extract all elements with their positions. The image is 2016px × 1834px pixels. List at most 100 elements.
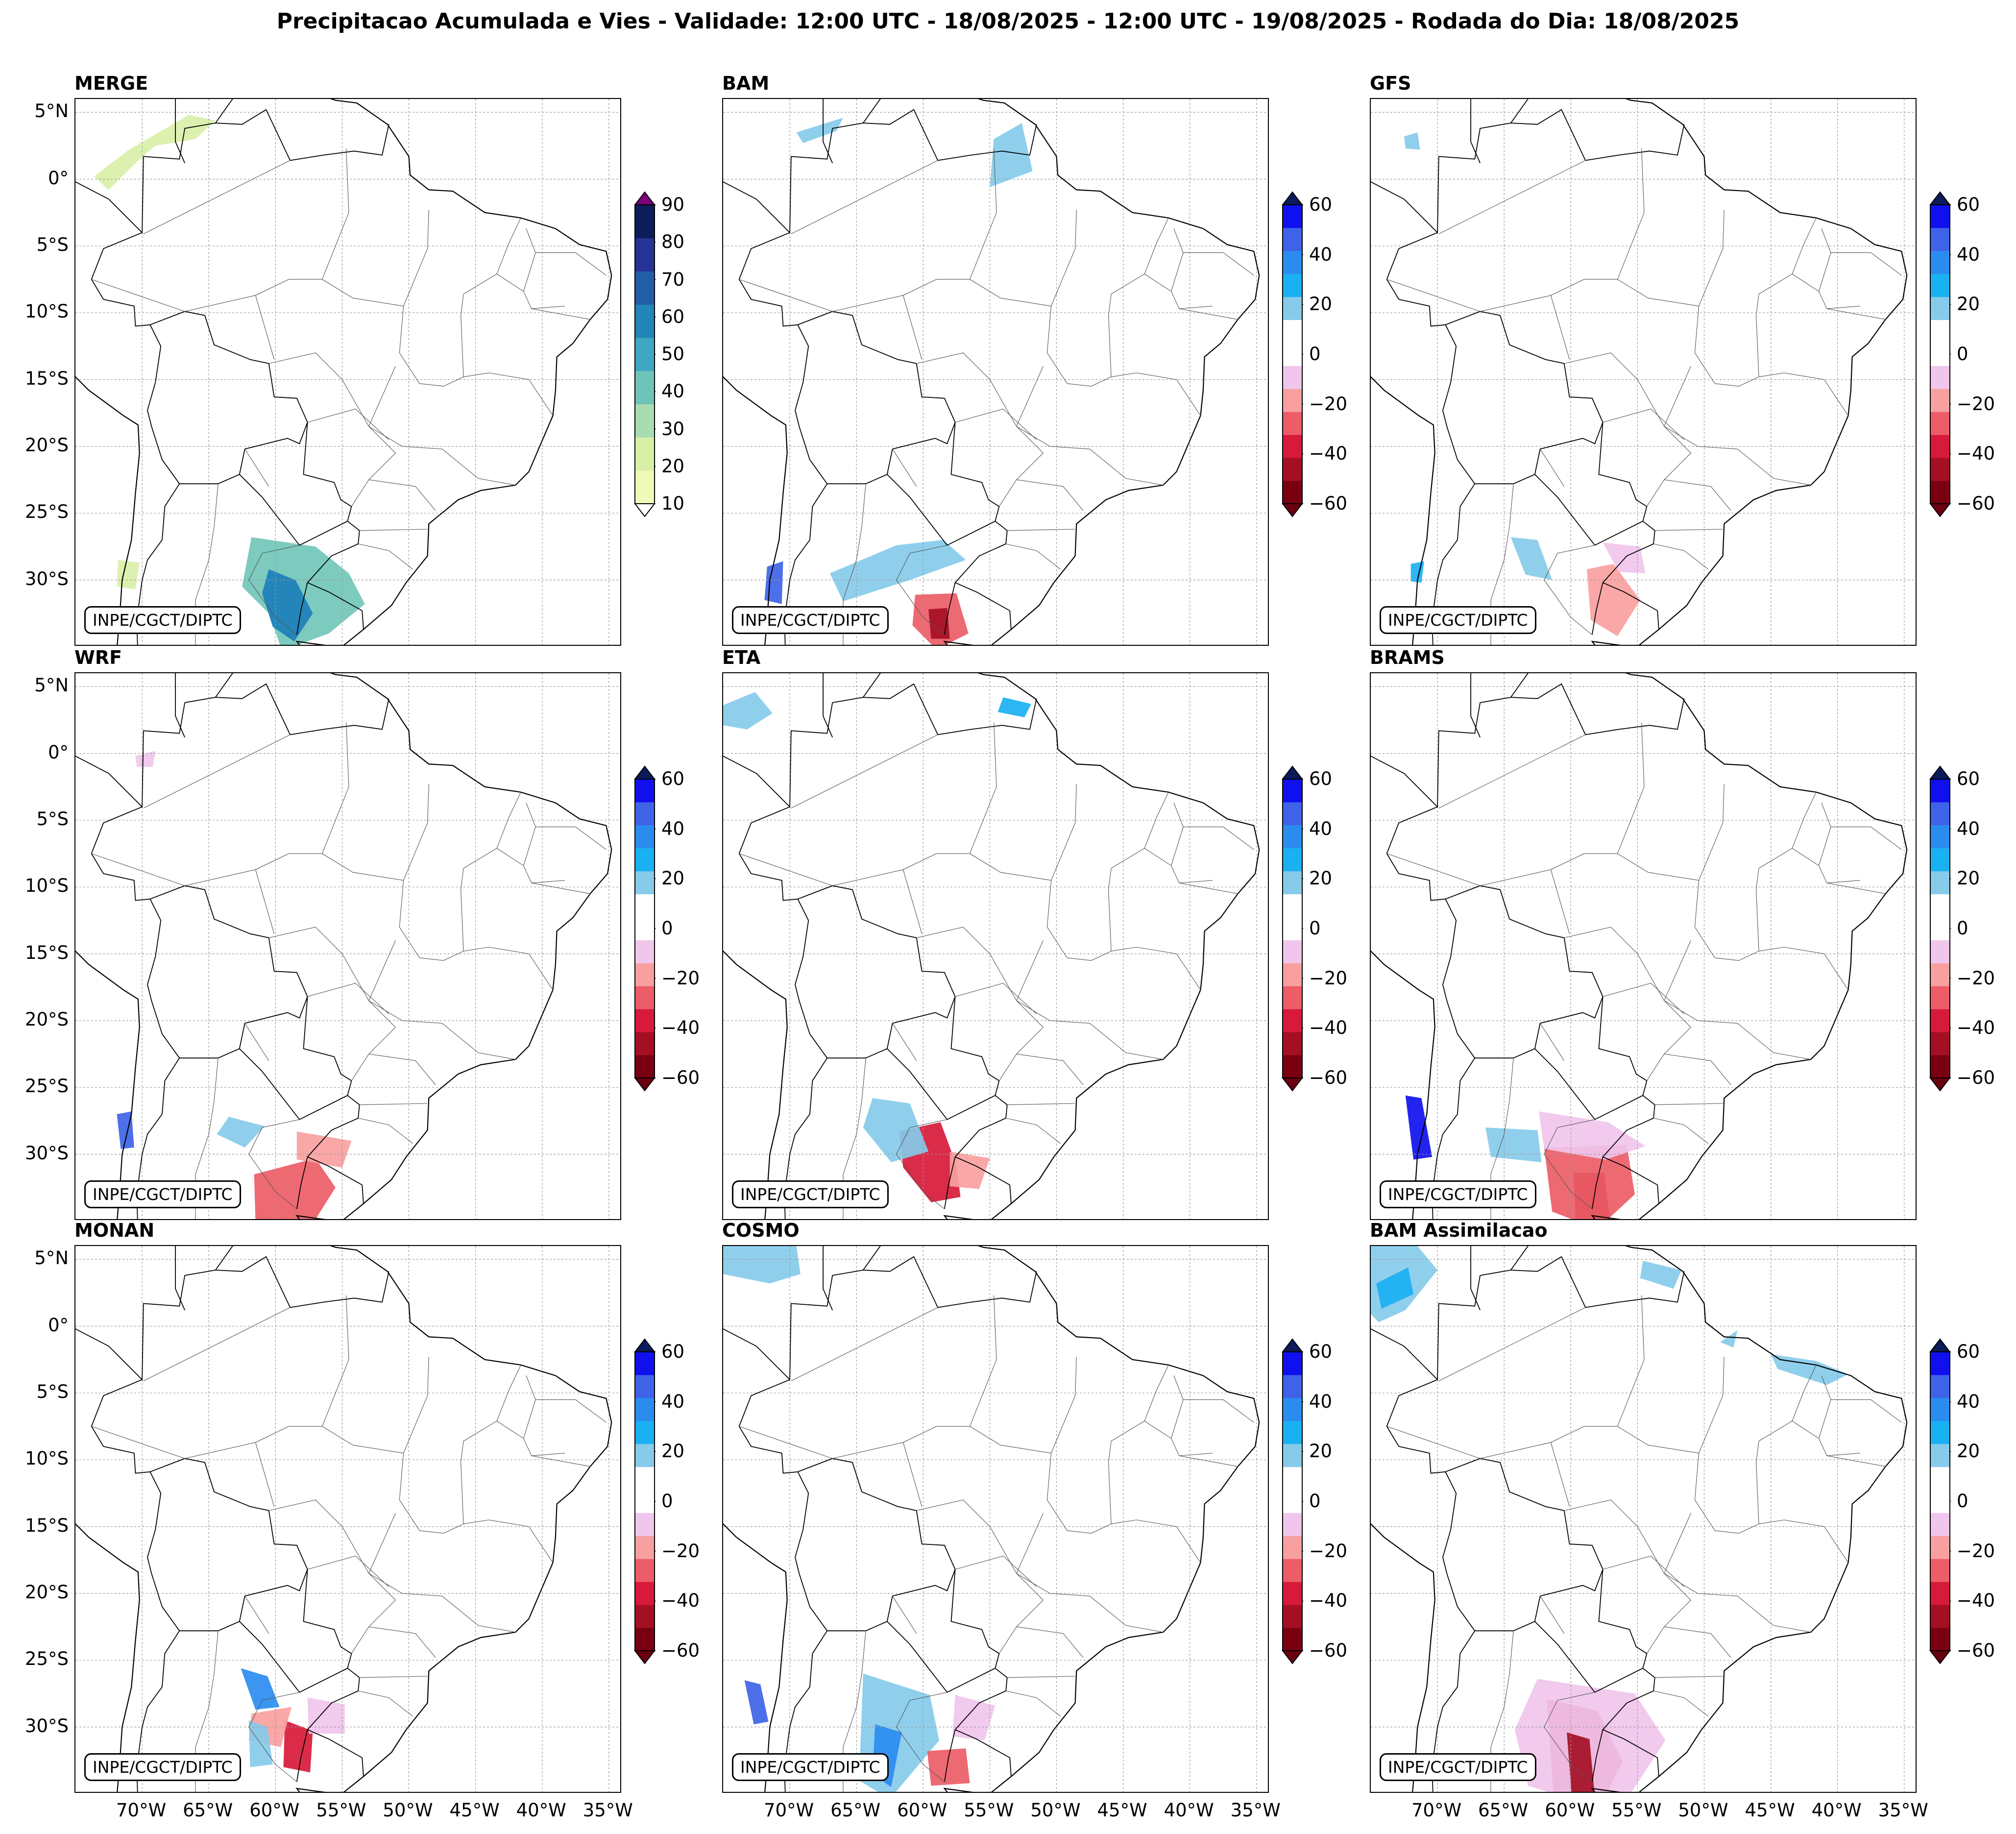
state-border bbox=[791, 160, 938, 234]
state-border bbox=[1005, 543, 1061, 570]
state-border bbox=[1006, 1103, 1075, 1105]
colorbar-swatch bbox=[635, 1397, 655, 1421]
panel-title: BAM bbox=[722, 73, 770, 94]
colorbar-tick-label: 90 bbox=[661, 194, 685, 215]
state-border bbox=[832, 1426, 1051, 1459]
colorbar-tick-label: −40 bbox=[1957, 443, 1995, 465]
longitude-label: 65°W bbox=[183, 1800, 233, 1821]
bias-area bbox=[927, 1748, 970, 1786]
colorbar-swatch bbox=[635, 1490, 655, 1513]
colorbar-tick-label: −60 bbox=[661, 1640, 700, 1661]
state-border bbox=[185, 1426, 404, 1459]
country-border bbox=[954, 520, 1012, 630]
state-border bbox=[1603, 982, 1685, 1014]
map-panel-wrf: INPE/CGCT/DIPTC bbox=[74, 672, 621, 1220]
country-border bbox=[91, 232, 180, 645]
state-border bbox=[791, 734, 938, 808]
longitude-label: 50°W bbox=[383, 1800, 433, 1821]
colorbar-swatch bbox=[635, 205, 655, 239]
colorbar-swatch bbox=[1283, 940, 1302, 963]
state-border bbox=[496, 218, 521, 274]
colorbar-swatch bbox=[635, 1467, 655, 1491]
state-border bbox=[955, 1555, 1037, 1587]
state-border bbox=[1699, 1357, 1725, 1453]
bias-area bbox=[1405, 1095, 1433, 1160]
colorbar-swatch bbox=[1283, 1559, 1302, 1582]
colorbar-tick-label: 60 bbox=[1957, 768, 1980, 789]
colorbar-swatch bbox=[635, 871, 655, 895]
latitude-label: 20°S bbox=[24, 434, 69, 456]
latitude-label: 5°N bbox=[34, 1247, 69, 1269]
country-border bbox=[75, 683, 389, 808]
state-border bbox=[248, 1119, 300, 1209]
colorbar-swatch bbox=[1930, 1032, 1950, 1055]
colorbar-extend-under bbox=[1281, 503, 1304, 517]
colorbar-swatch bbox=[1283, 412, 1302, 435]
colorbar-tick-label: 20 bbox=[1957, 868, 1980, 889]
state-border bbox=[1540, 1023, 1565, 1061]
colorbar-tick-label: 60 bbox=[1309, 1341, 1333, 1362]
colorbar-swatch bbox=[1930, 227, 1950, 251]
longitude-label: 35°W bbox=[583, 1800, 633, 1821]
country-border bbox=[1510, 99, 1529, 123]
colorbar-swatch bbox=[1283, 1467, 1302, 1491]
country-border bbox=[150, 1458, 308, 1632]
state-border bbox=[970, 148, 997, 280]
colorbar-swatch bbox=[1930, 389, 1950, 412]
panel-title: MERGE bbox=[74, 73, 148, 94]
coastline bbox=[1371, 376, 1435, 645]
state-border bbox=[1051, 1357, 1077, 1453]
state-border bbox=[1759, 947, 1848, 990]
map-panel-brams: INPE/CGCT/DIPTC bbox=[1370, 672, 1917, 1220]
country-border bbox=[1510, 1246, 1529, 1271]
state-border bbox=[955, 982, 1037, 1014]
colorbar-swatch bbox=[1930, 1443, 1950, 1467]
latitude-label: 20°S bbox=[24, 1581, 69, 1603]
bias-area bbox=[764, 561, 783, 604]
bias-area bbox=[952, 1695, 996, 1740]
country-border bbox=[1534, 1569, 1648, 1693]
country-border bbox=[175, 1246, 186, 1311]
state-border bbox=[307, 1555, 389, 1587]
state-border bbox=[1171, 228, 1184, 292]
colorbar-swatch bbox=[635, 1559, 655, 1582]
colorbar-swatch bbox=[1283, 1490, 1302, 1513]
state-border bbox=[496, 792, 521, 849]
colorbar-swatch bbox=[1283, 319, 1302, 343]
colorbar-tick-label: 60 bbox=[661, 768, 685, 789]
state-border bbox=[1564, 927, 1665, 1001]
state-border bbox=[1694, 306, 1759, 387]
colorbar-swatch bbox=[1930, 1559, 1950, 1582]
map-canvas bbox=[75, 673, 620, 1219]
state-border bbox=[1564, 352, 1665, 427]
longitude-label: 70°W bbox=[764, 1800, 814, 1821]
state-border bbox=[896, 1692, 947, 1782]
colorbar-swatch bbox=[1283, 1420, 1302, 1444]
colorbar-tick-label: 60 bbox=[1309, 194, 1333, 215]
state-border bbox=[892, 449, 917, 487]
state-border bbox=[535, 827, 607, 850]
colorbar-tick-label: 80 bbox=[661, 231, 685, 253]
country-border bbox=[1534, 996, 1648, 1120]
state-border bbox=[351, 1000, 396, 1081]
colorbar-swatch bbox=[1930, 250, 1950, 274]
country-border bbox=[1386, 232, 1476, 645]
longitude-label: 70°W bbox=[1411, 1800, 1462, 1821]
bias-area bbox=[307, 1697, 345, 1734]
colorbar-swatch bbox=[635, 404, 655, 438]
state-border bbox=[892, 1023, 917, 1061]
country-border bbox=[150, 885, 308, 1059]
state-border bbox=[523, 803, 536, 866]
state-border bbox=[1664, 366, 1811, 486]
precipitation-area bbox=[262, 569, 313, 642]
country-border bbox=[296, 582, 308, 635]
colorbar-swatch bbox=[635, 271, 655, 305]
colorbar-extend-under bbox=[633, 1077, 656, 1092]
country-border bbox=[723, 1256, 1037, 1381]
bias-area bbox=[997, 697, 1031, 717]
colorbar-swatch bbox=[1930, 848, 1950, 872]
map-panel-eta: INPE/CGCT/DIPTC bbox=[722, 672, 1269, 1220]
country-border bbox=[738, 232, 828, 645]
colorbar-tick-label: −40 bbox=[1309, 443, 1348, 465]
state-border bbox=[91, 853, 185, 886]
